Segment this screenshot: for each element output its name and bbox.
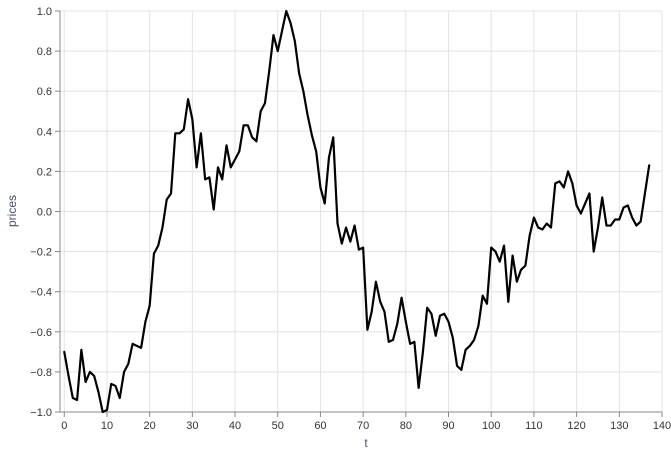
x-axis-title: t — [364, 436, 368, 450]
x-tick: 10 — [101, 412, 113, 432]
y-tick-label: 0.6 — [37, 86, 52, 98]
y-tick-label: −0.8 — [30, 367, 52, 379]
x-tick-label: 50 — [272, 420, 284, 432]
y-tick-label: −1.0 — [30, 407, 52, 419]
x-tick: 90 — [442, 412, 455, 432]
y-axis-title: prices — [5, 195, 19, 227]
y-tick-label: −0.4 — [30, 287, 52, 299]
y-tick-label: 0.2 — [37, 166, 52, 178]
y-tick: 0.4 — [37, 126, 60, 138]
x-tick: 60 — [314, 412, 327, 432]
x-tick: 0 — [61, 412, 67, 432]
x-tick-label: 140 — [653, 420, 671, 432]
x-tick-label: 120 — [567, 420, 585, 432]
x-tick: 120 — [567, 412, 586, 432]
x-tick: 80 — [400, 412, 412, 432]
price-series-line — [63, 9, 651, 414]
x-tick-label: 10 — [101, 420, 113, 432]
y-tick-label: 0.0 — [37, 207, 52, 219]
x-tick: 30 — [186, 412, 198, 432]
y-tick-label: 1.0 — [37, 6, 52, 18]
x-tick-label: 130 — [610, 420, 628, 432]
y-tick: 0.8 — [37, 46, 60, 58]
x-tick: 100 — [482, 412, 500, 432]
y-tick-label: 0.8 — [37, 46, 52, 58]
y-tick: −0.2 — [30, 247, 60, 259]
x-tick-label: 70 — [357, 420, 369, 432]
y-tick: 0.2 — [37, 166, 60, 178]
gridlines — [60, 10, 663, 413]
y-tick-label: −0.2 — [30, 247, 52, 259]
x-tick-label: 60 — [314, 420, 326, 432]
x-tick: 70 — [357, 412, 369, 432]
x-tick-label: 110 — [525, 420, 543, 432]
y-tick: 0.0 — [37, 207, 60, 219]
x-axis-ticks: 0 10 20 30 40 50 60 70 80 90 100 110 120 130 140 — [61, 412, 671, 432]
x-tick: 50 — [272, 412, 284, 432]
x-tick-label: 100 — [482, 420, 500, 432]
y-tick: −0.6 — [30, 327, 60, 339]
x-tick: 20 — [144, 412, 156, 432]
y-tick: −0.8 — [30, 367, 60, 379]
y-tick-label: 0.4 — [37, 126, 52, 138]
y-tick: 0.6 — [37, 86, 60, 98]
x-tick-label: 20 — [144, 420, 156, 432]
x-tick: 40 — [229, 412, 241, 432]
x-tick-label: 30 — [186, 420, 198, 432]
y-tick: −1.0 — [30, 407, 60, 419]
y-tick-label: −0.6 — [30, 327, 52, 339]
x-tick-label: 90 — [442, 420, 454, 432]
y-tick: −0.4 — [30, 287, 60, 299]
y-axis-ticks: −1.0 −0.8 −0.6 −0.4 −0.2 0.0 0.2 0.4 0.6 0.8 1.0 — [30, 6, 60, 419]
y-tick: 1.0 — [37, 6, 60, 18]
x-tick: 130 — [610, 412, 628, 432]
x-tick: 110 — [525, 412, 543, 432]
x-tick-label: 40 — [229, 420, 241, 432]
x-tick: 140 — [653, 412, 671, 432]
x-tick-label: 80 — [400, 420, 412, 432]
x-tick-label: 0 — [61, 420, 67, 432]
